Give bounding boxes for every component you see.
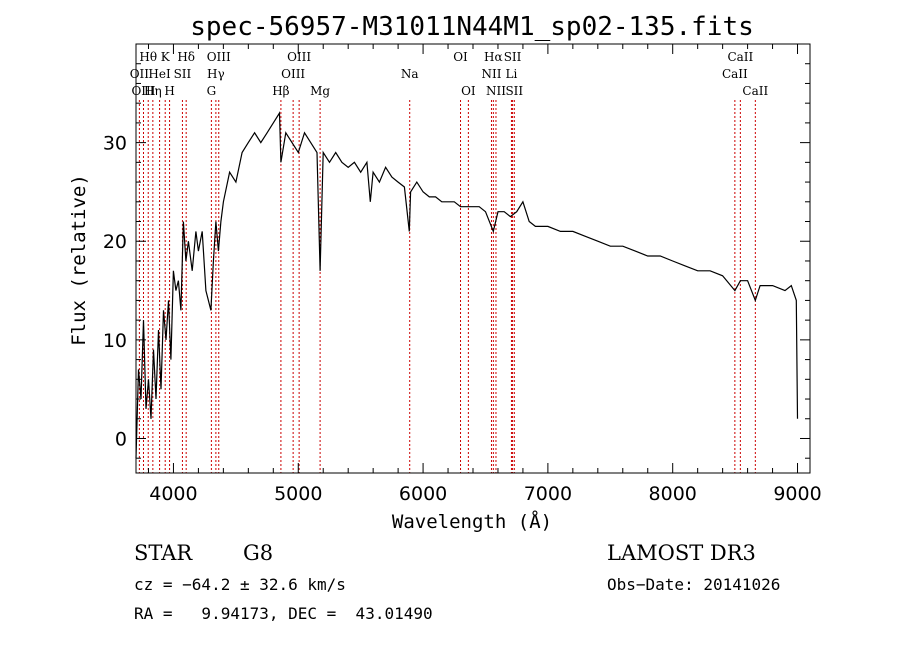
line-label-12: OIII bbox=[287, 50, 311, 64]
observation-date: Obs−Date: 20141026 bbox=[607, 575, 780, 594]
x-tick-label-0: 4000 bbox=[149, 483, 197, 505]
sky-coordinates: RA = 9.94173, DEC = 43.01490 bbox=[134, 604, 433, 623]
line-label-20: SII bbox=[504, 50, 522, 64]
line-label-8: Hδ bbox=[177, 50, 195, 64]
x-axis-ticks: 4000 5000 6000 7000 8000 9000 bbox=[147, 44, 822, 505]
line-label-24: SII bbox=[505, 84, 523, 98]
line-label-2: OIII bbox=[131, 84, 155, 98]
line-label-13: OIII bbox=[281, 67, 305, 81]
y-axis-ticks: 0 10 20 30 bbox=[103, 63, 810, 459]
y-axis-label: Flux (relative) bbox=[68, 174, 90, 346]
line-label-15: Mg bbox=[310, 84, 330, 98]
line-label-10: Hγ bbox=[207, 67, 225, 81]
line-label-27: CaII bbox=[742, 84, 768, 98]
object-class: STAR bbox=[134, 541, 193, 565]
y-tick-label-0: 0 bbox=[115, 428, 127, 450]
y-tick-label-3: 30 bbox=[103, 133, 127, 155]
x-tick-label-3: 7000 bbox=[524, 483, 572, 505]
object-subclass: G8 bbox=[243, 541, 273, 565]
line-label-26: CaII bbox=[722, 67, 748, 81]
line-label-9: OIII bbox=[207, 50, 231, 64]
spectrum-line bbox=[135, 111, 799, 459]
line-label-23: NII bbox=[486, 84, 506, 98]
line-label-0: Hθ bbox=[139, 50, 157, 64]
chart-title: spec-56957-M31011N44M1_sp02-135.fits bbox=[190, 12, 754, 42]
y-tick-label-1: 10 bbox=[103, 330, 127, 352]
emission-line-markers bbox=[138, 100, 756, 473]
line-label-19: Hα bbox=[484, 50, 503, 64]
line-label-21: NII bbox=[481, 67, 501, 81]
redshift-velocity: cz = −64.2 ± 32.6 km/s bbox=[134, 575, 346, 594]
x-tick-label-5: 9000 bbox=[773, 483, 821, 505]
x-tick-label-4: 8000 bbox=[649, 483, 697, 505]
line-label-6: SII bbox=[174, 67, 192, 81]
line-label-18: OI bbox=[461, 84, 476, 98]
line-label-14: Hβ bbox=[272, 84, 289, 98]
y-tick-label-2: 20 bbox=[103, 231, 127, 253]
x-axis-label: Wavelength (Å) bbox=[392, 510, 552, 533]
line-label-17: OI bbox=[453, 50, 468, 64]
x-tick-label-2: 6000 bbox=[399, 483, 447, 505]
line-label-3: K bbox=[161, 50, 171, 64]
plot-frame bbox=[135, 43, 811, 474]
line-label-4: HeI bbox=[148, 67, 171, 81]
line-label-5: Hη bbox=[144, 84, 162, 98]
line-label-1: OII bbox=[130, 67, 150, 81]
line-label-25: CaII bbox=[727, 50, 753, 64]
line-label-16: Na bbox=[401, 67, 419, 81]
line-label-22: Li bbox=[506, 67, 518, 81]
line-label-7: H bbox=[164, 84, 174, 98]
x-tick-label-1: 5000 bbox=[274, 483, 322, 505]
line-label-11: G bbox=[207, 84, 217, 98]
survey-name: LAMOST DR3 bbox=[607, 541, 756, 565]
